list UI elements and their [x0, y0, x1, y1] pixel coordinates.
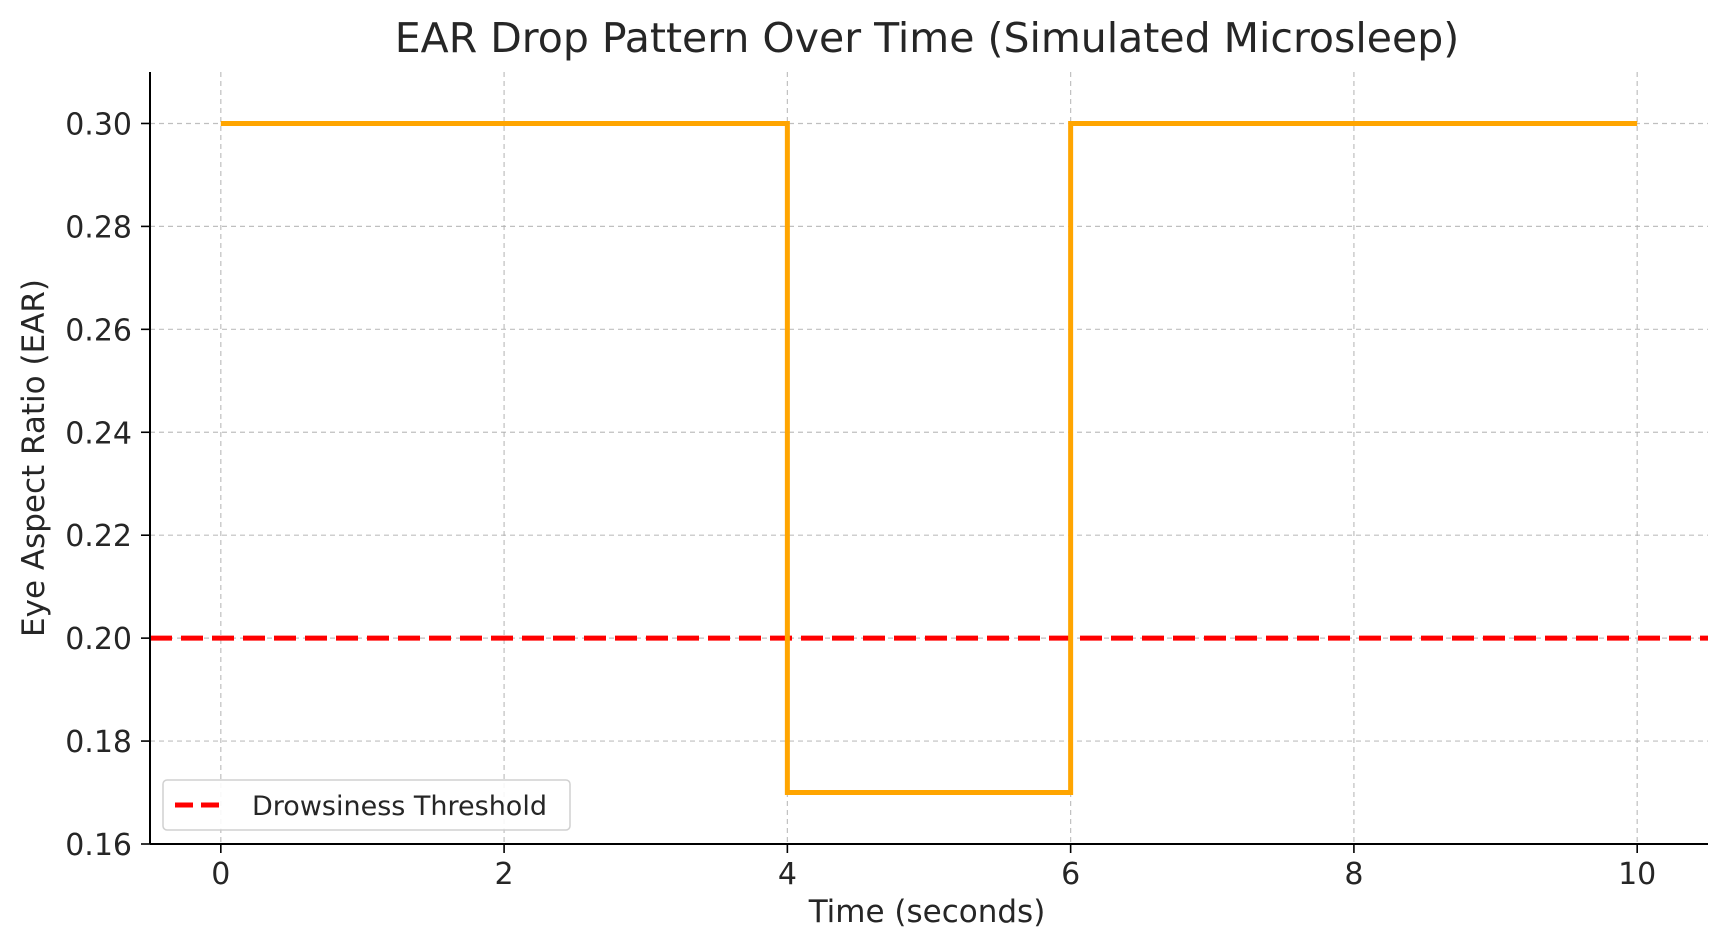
y-tick-label: 0.26 [65, 313, 132, 348]
axes [149, 72, 1708, 845]
x-tick-label: 6 [1061, 857, 1080, 892]
y-tick-label: 0.30 [65, 107, 132, 142]
ticks: 0 2 4 6 8 10 0.16 0.18 0.20 0.22 0.24 0.26 0.28 0.30 [65, 107, 1656, 892]
y-axis-label: Eye Aspect Ratio (EAR) [16, 279, 52, 637]
series-layer [150, 120, 1708, 796]
x-tick-label: 8 [1344, 857, 1363, 892]
legend-box [162, 779, 571, 831]
x-tick-label: 0 [211, 857, 230, 892]
y-tick-label: 0.22 [65, 519, 132, 554]
x-axis-label: Time (seconds) [808, 894, 1046, 930]
legend: Drowsiness Threshold [162, 779, 571, 831]
x-tick-label: 2 [495, 857, 514, 892]
ear-series-line [220, 120, 1638, 796]
x-tick-label: 10 [1618, 857, 1656, 892]
y-tick-label: 0.20 [65, 622, 132, 657]
y-tick-label: 0.28 [65, 210, 132, 245]
x-tick-label: 4 [778, 857, 797, 892]
grid [150, 72, 1708, 845]
y-tick-label: 0.16 [65, 828, 132, 863]
legend-label: Drowsiness Threshold [252, 791, 547, 822]
y-tick-label: 0.24 [65, 416, 132, 451]
y-tick-label: 0.18 [65, 725, 132, 760]
chart-title: EAR Drop Pattern Over Time (Simulated Mi… [395, 14, 1459, 62]
